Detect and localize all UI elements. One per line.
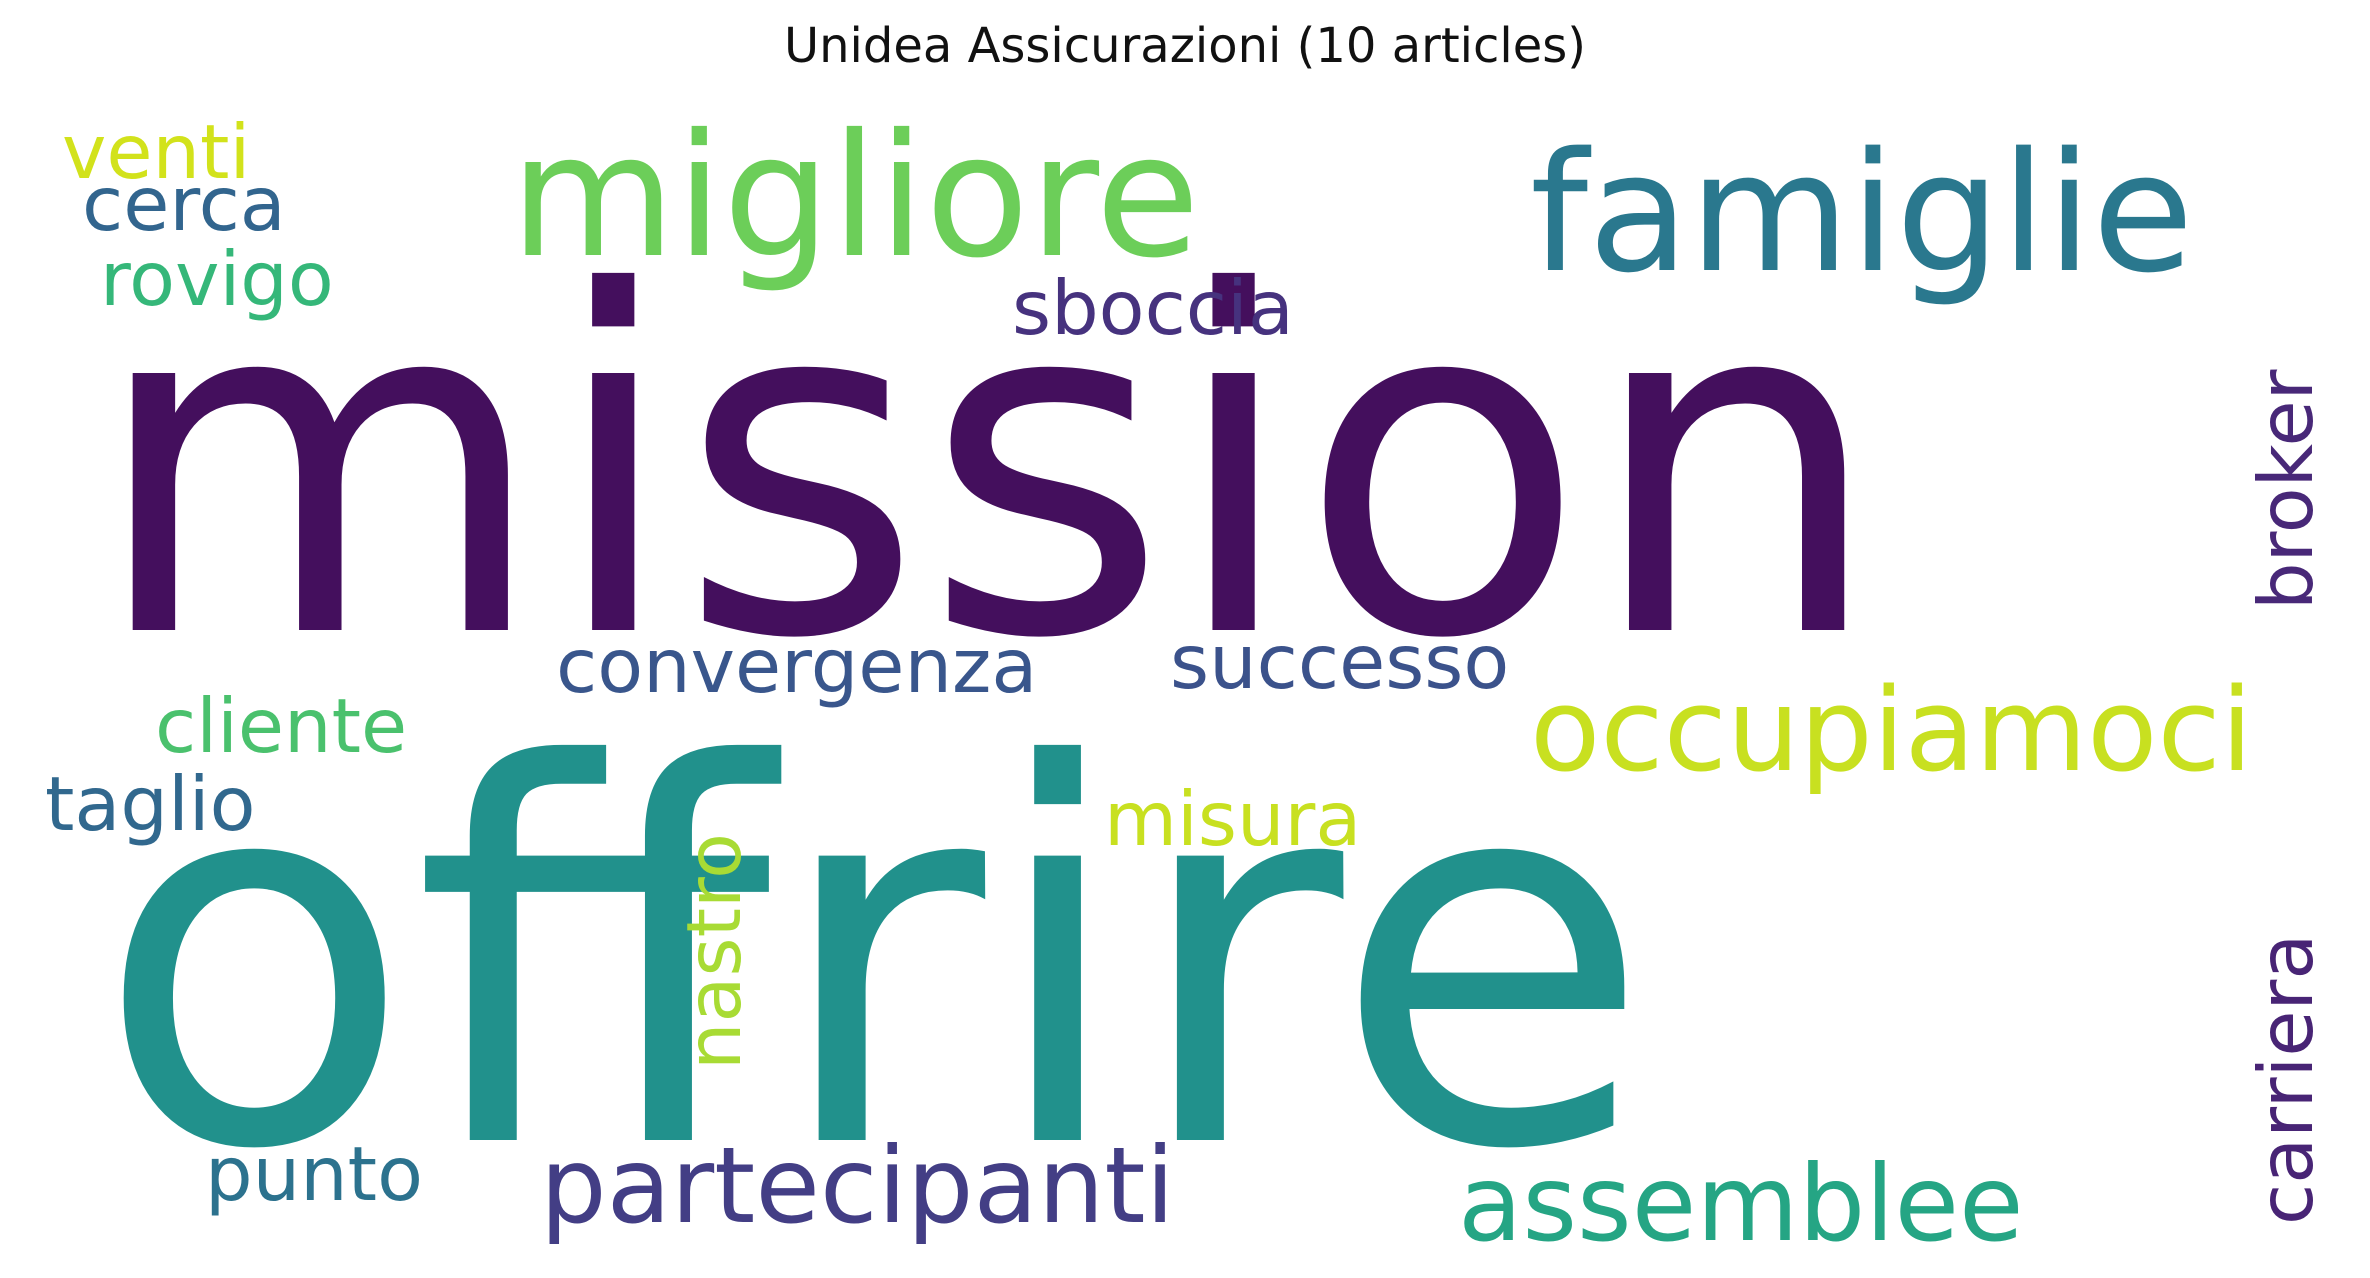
word-rovigo: rovigo	[100, 235, 334, 323]
word-punto: punto	[205, 1130, 423, 1218]
word-broker: broker	[2242, 369, 2330, 610]
word-misura: misura	[1104, 775, 1361, 863]
word-taglio: taglio	[45, 760, 256, 848]
word-assemblee: assemblee	[1458, 1143, 2024, 1265]
word-cerca: cerca	[82, 160, 286, 248]
word-sboccia: sboccia	[1012, 264, 1294, 352]
word-mission: mission	[90, 194, 1884, 741]
word-venti: venti	[62, 108, 250, 196]
word-nastro: nastro	[670, 833, 758, 1070]
figure-title: Unidea Assicurazioni (10 articles)	[784, 18, 1586, 74]
word-carriera: carriera	[2242, 934, 2330, 1225]
word-offrire: offrire	[95, 657, 1652, 1263]
word-convergenza: convergenza	[556, 622, 1037, 710]
word-famiglie: famiglie	[1530, 117, 2194, 309]
word-migliore: migliore	[510, 98, 1200, 296]
word-cliente: cliente	[155, 682, 407, 770]
word-occupiamoci: occupiamoci	[1530, 664, 2253, 798]
word-successo: successo	[1170, 618, 1509, 706]
word-partecipanti: partecipanti	[540, 1125, 1175, 1247]
